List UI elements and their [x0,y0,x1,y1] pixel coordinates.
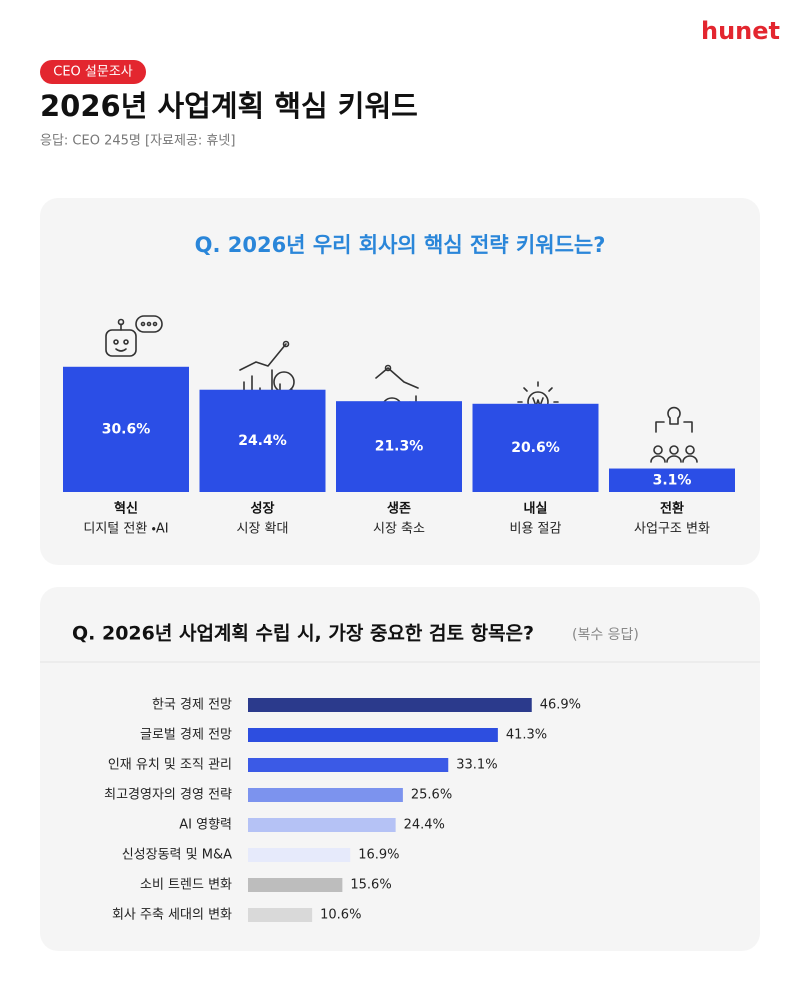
category-label: 생존 [387,502,411,517]
category-label: 성장 [251,501,275,517]
category-detail: 시장 축소 [373,522,425,537]
bar [336,401,462,492]
subtitle: 응답: CEO 245명 [자료제공: 휴넷] [40,134,235,149]
bar [248,788,403,802]
icon-robot [105,315,163,357]
bar [248,848,351,862]
bar [199,389,326,492]
value-label: 16.9% [358,848,399,863]
chart-title: Q. 2026년 우리 회사의 핵심 전략 키워드는? [195,233,606,257]
bar [472,403,599,492]
category-label: 최고경영자의 경영 전략 [104,788,232,803]
chart-title: Q. 2026년 사업계획 수립 시, 가장 중요한 검토 항목은? [72,623,534,645]
bar [248,818,396,832]
category-label: 전환 [660,501,684,517]
category-detail: 비용 절감 [510,522,562,537]
icon-shift [650,406,698,463]
value-label: 10.6% [320,908,361,923]
bar [248,728,498,742]
logo: hunet [701,17,780,45]
badge: CEO 설문조사 [53,65,133,80]
category-label: 한국 경제 전망 [152,698,232,713]
bar [248,908,313,922]
category-label: 내실 [524,501,548,517]
category-detail: 디지털 전환 ・AI [83,522,168,537]
category-label: AI 영향력 [179,818,232,833]
category-label: 인재 유치 및 조직 관리 [108,758,232,773]
badge-bg [40,60,146,84]
category-detail: 시장 확대 [237,522,289,537]
category-label: 소비 트렌드 변화 [140,878,232,893]
bar [609,468,735,492]
bar [248,878,343,892]
bar [248,758,449,772]
category-label: 혁신 [114,501,138,517]
category-detail: 사업구조 변화 [634,522,710,537]
category-label: 회사 주축 세대의 변화 [112,908,232,923]
value-label: 41.3% [506,728,547,743]
bar [248,698,532,712]
category-label: 글로벌 경제 전망 [140,728,232,743]
value-label: 21.3% [375,439,424,455]
value-label: 20.6% [511,440,560,456]
value-label: 33.1% [456,758,497,773]
bar [63,366,189,492]
category-label: 신성장동력 및 M&A [122,848,232,863]
value-label: 15.6% [350,878,391,893]
value-label: 25.6% [411,788,452,803]
value-label: 30.6% [102,421,151,437]
value-label: 3.1% [653,472,692,488]
value-label: 24.4% [238,433,287,449]
value-label: 24.4% [404,818,445,833]
chart-note: (복수 응답) [572,627,639,643]
value-label: 46.9% [540,698,581,713]
title: 2026년 사업계획 핵심 키워드 [40,89,418,123]
